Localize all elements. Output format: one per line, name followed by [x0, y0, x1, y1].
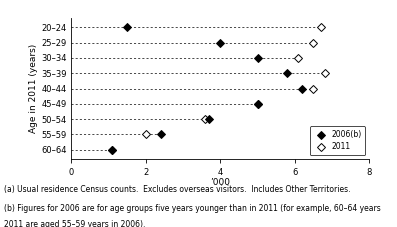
Text: 2011 are aged 55–59 years in 2006).: 2011 are aged 55–59 years in 2006).	[4, 220, 145, 227]
Legend: 2006(b), 2011: 2006(b), 2011	[310, 126, 365, 155]
Y-axis label: Age in 2011 (years): Age in 2011 (years)	[29, 44, 39, 133]
X-axis label: ’000: ’000	[210, 178, 230, 187]
Text: (a) Usual residence Census counts.  Excludes overseas visitors.  Includes Other : (a) Usual residence Census counts. Exclu…	[4, 185, 351, 194]
Text: (b) Figures for 2006 are for age groups five years younger than in 2011 (for exa: (b) Figures for 2006 are for age groups …	[4, 204, 381, 213]
